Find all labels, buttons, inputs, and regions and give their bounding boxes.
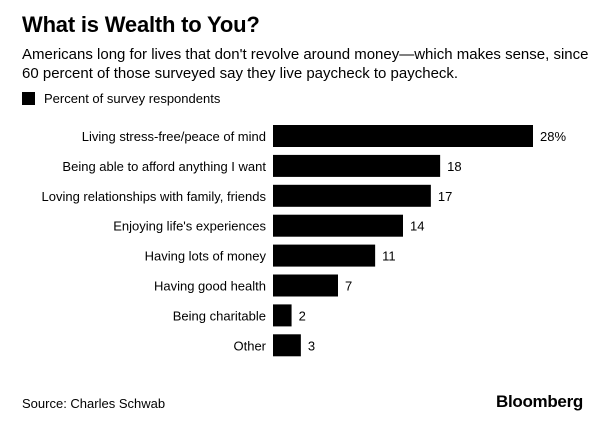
category-label: Other (233, 338, 266, 353)
value-label: 2 (299, 308, 306, 323)
chart-subtitle: Americans long for lives that don't revo… (22, 46, 589, 82)
value-label: 7 (345, 279, 352, 294)
legend-swatch (22, 92, 35, 105)
value-label: 18 (447, 159, 461, 174)
bar (273, 184, 431, 207)
category-label: Enjoying life's experiences (113, 219, 266, 234)
value-label: 3 (308, 338, 315, 353)
chart-title: What is Wealth to You? (22, 12, 260, 37)
value-label: 17 (438, 189, 452, 204)
category-label: Being able to afford anything I want (62, 159, 266, 174)
bar (273, 214, 403, 237)
value-label: 11 (382, 249, 396, 264)
bar (273, 154, 441, 177)
bar (273, 274, 338, 297)
category-label: Being charitable (173, 308, 266, 323)
bar (273, 304, 292, 327)
source-note: Source: Charles Schwab (22, 396, 166, 411)
value-label: 28% (540, 129, 566, 144)
category-label: Having good health (154, 279, 266, 294)
bar (273, 125, 533, 147)
category-label: Living stress-free/peace of mind (82, 129, 266, 144)
category-label: Loving relationships with family, friend… (42, 189, 267, 204)
legend-label: Percent of survey respondents (44, 91, 221, 106)
bar (273, 334, 301, 357)
legend: Percent of survey respondents (22, 91, 220, 106)
value-label: 14 (410, 219, 424, 234)
category-label: Having lots of money (145, 249, 267, 264)
bar (273, 244, 376, 267)
bloomberg-logo: Bloomberg (495, 392, 583, 411)
